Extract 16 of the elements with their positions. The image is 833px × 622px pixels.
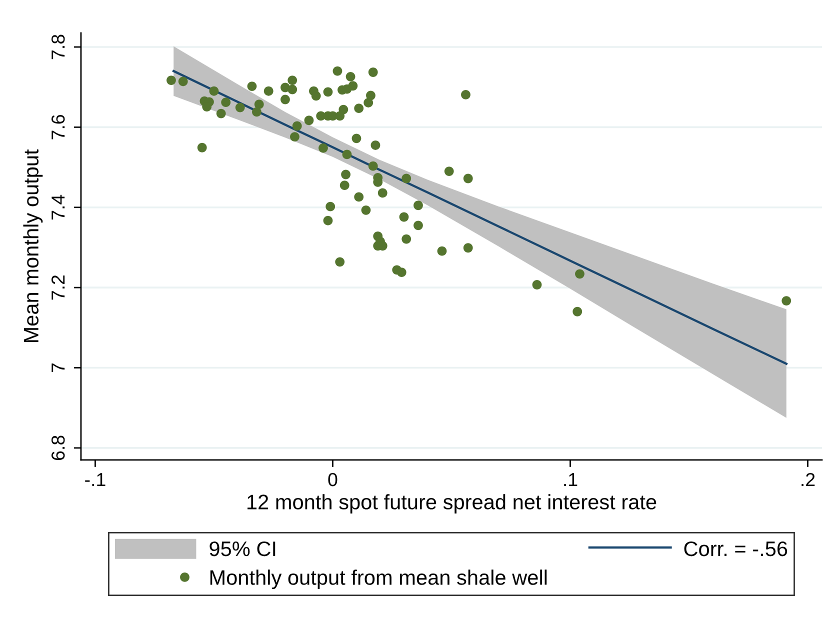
legend-label: Monthly output from mean shale well <box>210 570 547 590</box>
y-tick-label: 6.8 <box>51 436 65 460</box>
legend-label: Corr. = -.56 <box>684 541 788 556</box>
line-series <box>172 70 788 365</box>
x-tick-label: .1 <box>564 473 578 486</box>
legend-label: 95% CI <box>210 541 276 556</box>
x-axis-title: 12 month spot future spread net interest rate <box>248 494 656 514</box>
x-tick-label: .2 <box>802 472 815 486</box>
y-axis-title: Mean monthly output <box>23 149 43 342</box>
y-tick-label: 7 <box>52 363 65 372</box>
x-tick-label: -.1 <box>85 473 106 486</box>
y-tick-label: 7.2 <box>51 275 65 300</box>
y-tick-label: 7.8 <box>51 34 65 60</box>
y-tick-label: 7.6 <box>51 114 65 140</box>
x-tick-label: 0 <box>328 472 338 486</box>
y-tick-label: 7.4 <box>52 194 65 220</box>
